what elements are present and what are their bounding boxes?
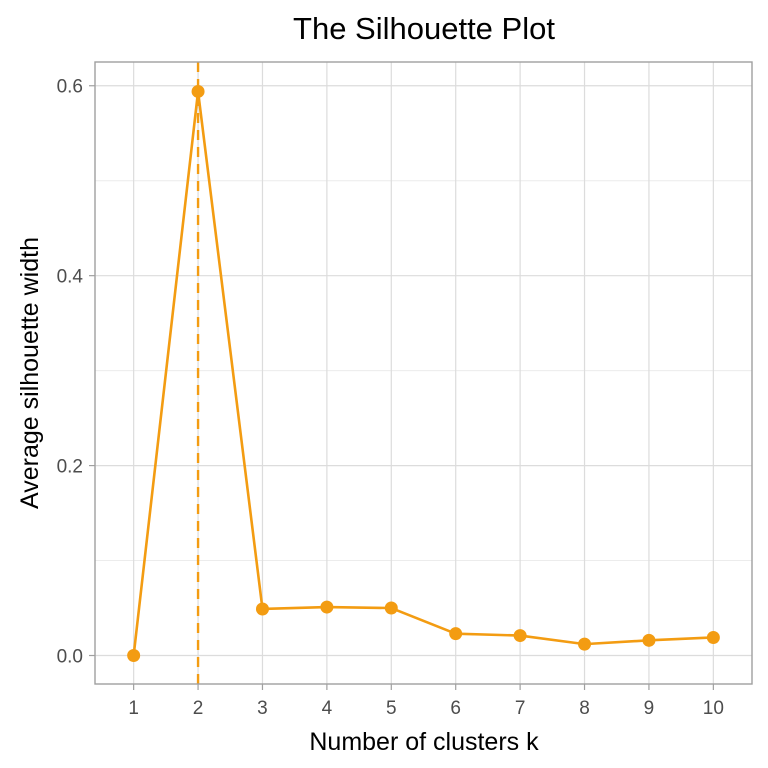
tick-labels: 0.0 0.2 0.4 0.6 1 2 3 4 5 6 7 8 9 10 xyxy=(57,77,724,719)
series-group xyxy=(127,84,720,663)
major-gridlines xyxy=(95,62,752,684)
data-point xyxy=(642,633,656,647)
x-tick-label: 7 xyxy=(515,698,526,719)
chart-title: The Silhouette Plot xyxy=(293,11,555,46)
x-tick-label: 2 xyxy=(193,698,204,719)
x-tick-label: 3 xyxy=(257,698,268,719)
data-point xyxy=(449,627,463,641)
x-tick-label: 6 xyxy=(450,698,461,719)
y-axis-title: Average silhouette width xyxy=(16,237,44,509)
data-point xyxy=(320,600,334,614)
series-line xyxy=(132,90,714,656)
y-tick-label: 0.0 xyxy=(57,647,83,668)
data-point xyxy=(255,602,269,616)
y-tick-label: 0.4 xyxy=(57,267,84,288)
y-tick-label: 0.2 xyxy=(57,457,83,478)
data-point xyxy=(706,630,720,644)
minor-gridlines xyxy=(95,180,752,562)
data-point xyxy=(127,649,141,663)
data-point xyxy=(384,601,398,615)
axis-ticks xyxy=(89,85,714,690)
data-point xyxy=(578,637,592,651)
y-tick-label: 0.6 xyxy=(57,77,83,98)
data-point xyxy=(191,84,205,98)
x-tick-label: 9 xyxy=(644,698,655,719)
panel-border xyxy=(94,61,753,685)
x-tick-label: 10 xyxy=(703,698,724,719)
x-tick-label: 4 xyxy=(322,698,333,719)
x-tick-label: 5 xyxy=(386,698,397,719)
x-axis-title: Number of clusters k xyxy=(309,728,539,756)
x-tick-label: 8 xyxy=(579,698,590,719)
data-point xyxy=(513,629,527,643)
x-tick-label: 1 xyxy=(128,698,139,719)
